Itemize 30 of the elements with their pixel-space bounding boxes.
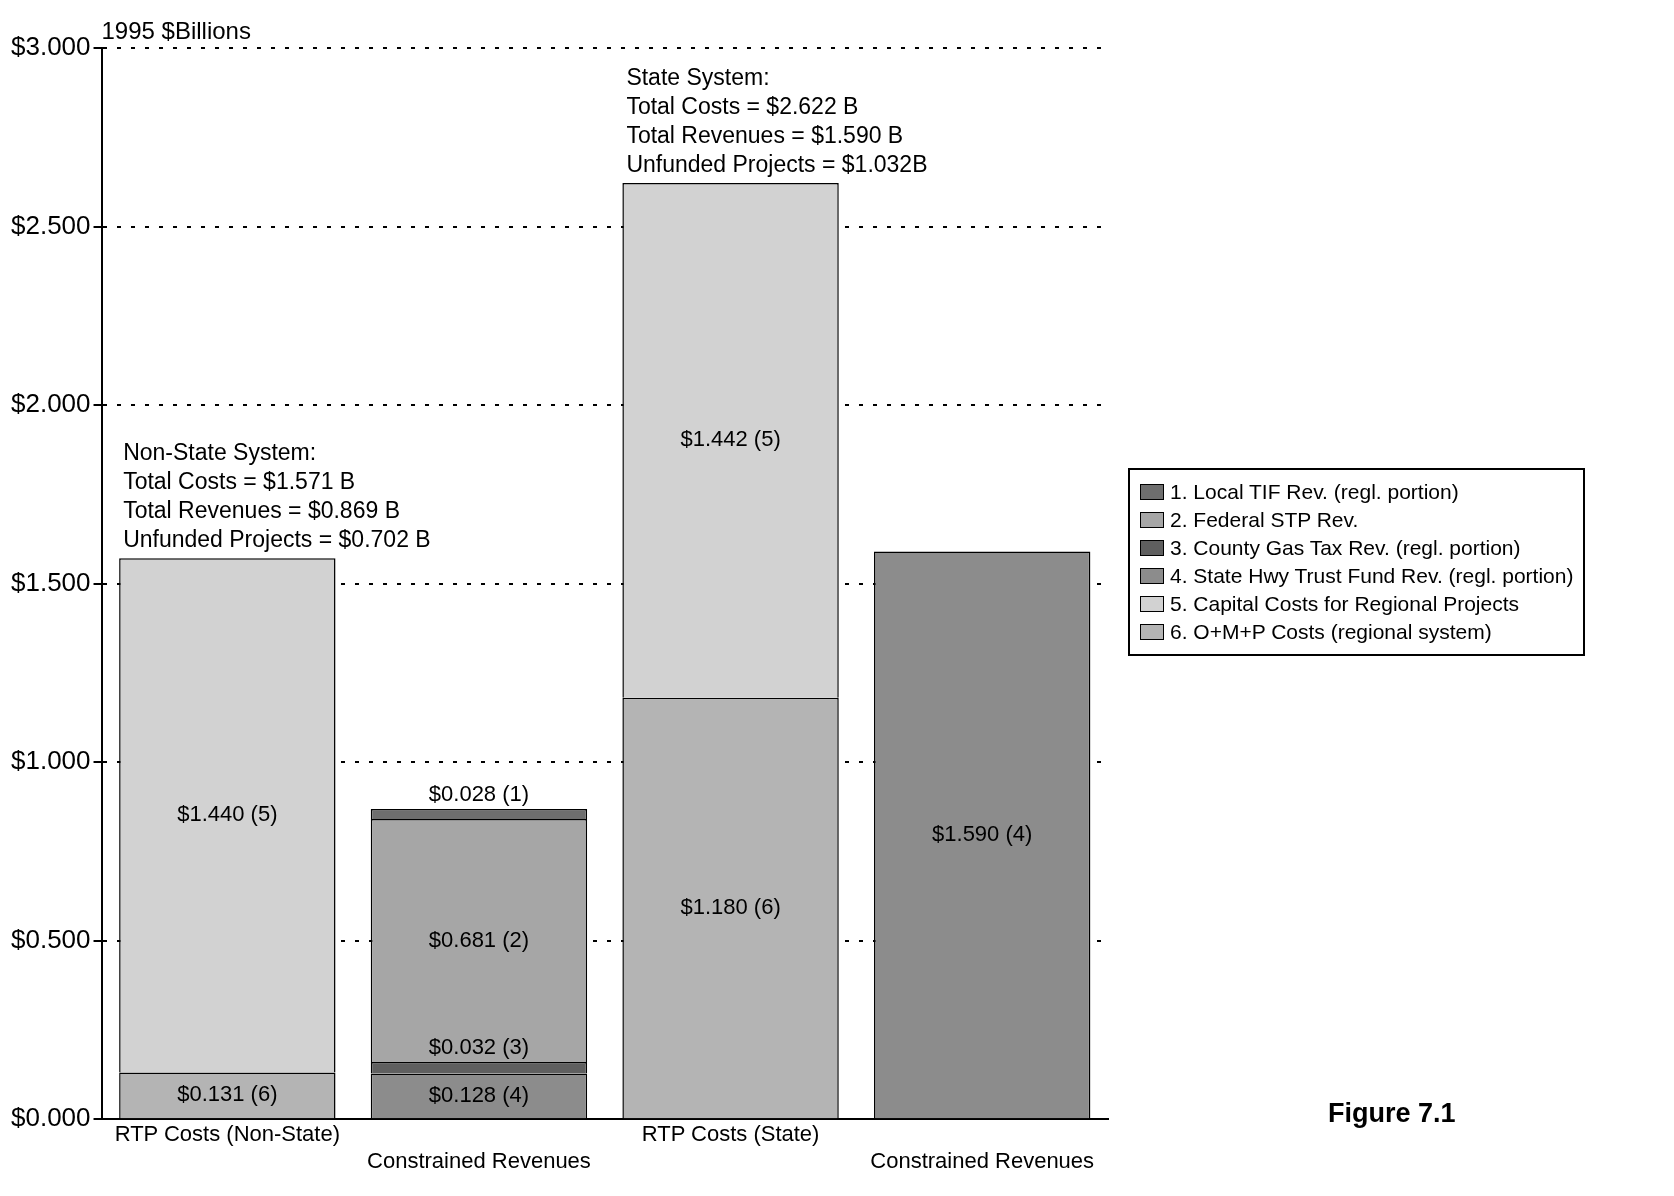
legend-label: 6. O+M+P Costs (regional system) [1170,620,1492,644]
x-tick-label: Constrained Revenues [870,1147,1095,1173]
data-label: $0.128 (4) [428,1081,530,1107]
x-tick-label: RTP Costs (Non-State) [114,1121,341,1147]
caption: Figure 7.1 [1328,1098,1456,1129]
legend-label: 5. Capital Costs for Regional Projects [1170,592,1519,616]
annotation: State System: Total Costs = $2.622 B Total Revenues = $1.590 B Unfunded Projects = $1.032B [626,63,928,177]
x-tick-label: RTP Costs (State) [641,1121,820,1147]
y-axis-title: 1995 $Billions [101,16,251,44]
data-label: $1.440 (5) [177,801,278,827]
y-tick-label: $1.000 [10,745,91,776]
y-tick-label: $3.000 [10,31,91,62]
data-label: $0.032 (3) [428,1034,530,1060]
data-label: $1.180 (6) [680,894,781,920]
y-tick-label: $0.500 [10,923,91,954]
y-tick-label: $1.500 [10,566,91,597]
y-tick-label: $2.000 [10,388,91,419]
data-label: $0.028 (1) [428,780,530,806]
legend-label: 3. County Gas Tax Rev. (regl. portion) [1170,536,1521,560]
data-label: $0.681 (2) [428,926,530,952]
legend-label: 1. Local TIF Rev. (regl. portion) [1170,480,1459,504]
data-label: $0.131 (6) [177,1081,278,1107]
legend-label: 2. Federal STP Rev. [1170,508,1359,532]
legend-label: 4. State Hwy Trust Fund Rev. (regl. portion) [1170,564,1574,588]
data-label: $1.442 (5) [680,426,781,452]
x-tick-label: Constrained Revenues [367,1147,591,1173]
y-tick-label: $2.500 [10,209,91,240]
data-label: $1.590 (4) [932,820,1033,846]
annotation: Non-State System: Total Costs = $1.571 B Total Revenues = $0.869 B Unfunded Projects = $0.702 B [123,439,431,553]
y-tick-label: $0.000 [10,1102,91,1133]
